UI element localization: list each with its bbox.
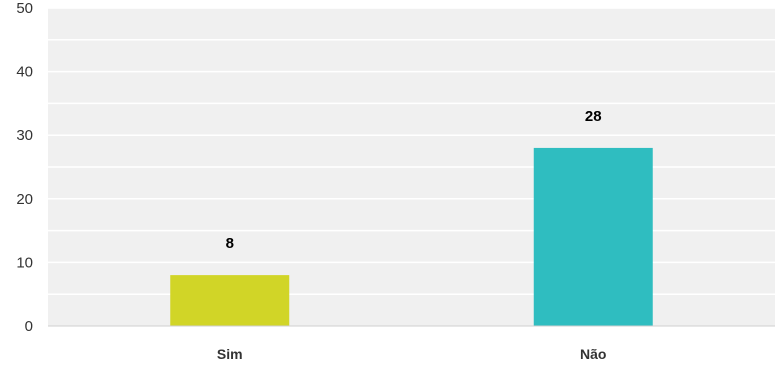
data-labels: 8 28: [226, 108, 602, 252]
x-tick-label: Sim: [217, 346, 243, 362]
y-axis-ticks: 0 10 20 30 40 50: [16, 0, 33, 335]
y-tick-label: 0: [25, 318, 33, 335]
y-tick-label: 40: [16, 64, 33, 81]
x-tick-label: Não: [580, 346, 606, 362]
bar-2: [533, 147, 653, 326]
gridlines: [48, 7, 775, 295]
x-axis-labels: Sim Não: [217, 346, 607, 362]
bar-1: [170, 275, 290, 326]
y-tick-label: 50: [16, 0, 33, 17]
data-label: 28: [585, 108, 602, 125]
data-label: 8: [226, 235, 234, 252]
y-tick-label: 20: [16, 191, 33, 208]
y-tick-label: 30: [16, 127, 33, 144]
bars: [170, 147, 653, 326]
y-tick-label: 10: [16, 254, 33, 271]
